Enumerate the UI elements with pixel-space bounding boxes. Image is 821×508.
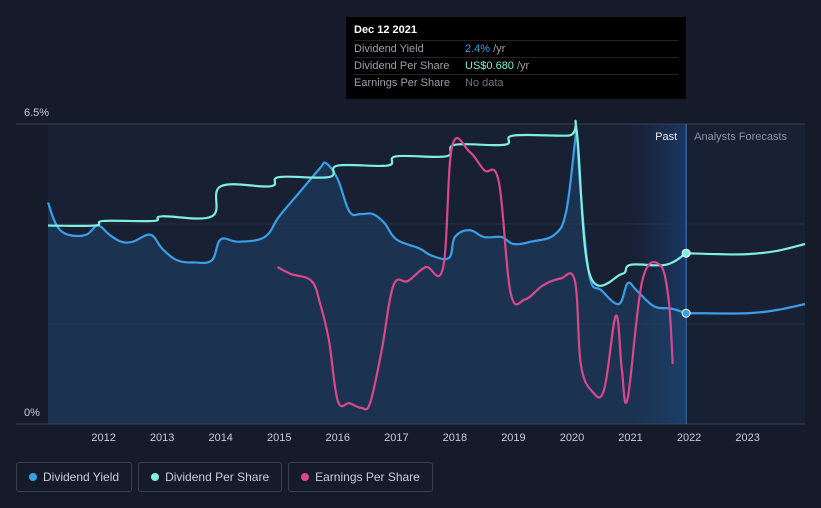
plot-area (48, 124, 805, 424)
tooltip-row-dividend-yield: Dividend Yield 2.4% /yr (354, 40, 678, 57)
legend-dot-icon (301, 473, 310, 481)
x-tick-label: 2012 (91, 432, 115, 444)
x-tick-label: 2013 (150, 432, 174, 444)
series-lines (46, 119, 806, 411)
legend-item-earnings-per-share[interactable]: Earnings Per Share (288, 462, 433, 492)
x-tick-label: 2014 (208, 432, 232, 444)
x-tick-label: 2023 (735, 432, 759, 444)
forecast-region-label: Analysts Forecasts (694, 131, 787, 143)
dividend-per-share-line (47, 119, 687, 287)
dividend-per-share-marker (681, 248, 691, 258)
x-tick-label: 2016 (326, 432, 350, 444)
tooltip: Dec 12 2021 Dividend Yield 2.4% /yr Divi… (346, 17, 686, 99)
grid-lines (16, 123, 805, 425)
legend-item-dividend-per-share[interactable]: Dividend Per Share (138, 462, 283, 492)
legend-label: Dividend Yield (43, 470, 120, 484)
series-markers (681, 248, 691, 318)
legend-item-dividend-yield[interactable]: Dividend Yield (16, 462, 133, 492)
legend: Dividend Yield Dividend Per Share Earnin… (16, 462, 433, 492)
x-tick-label: 2017 (384, 432, 408, 444)
tooltip-label: Dividend Yield (354, 43, 424, 55)
tooltip-row-dividend-per-share: Dividend Per Share US$0.680 /yr (354, 57, 678, 74)
x-tick-label: 2021 (618, 432, 642, 444)
x-tick-label: 2018 (443, 432, 467, 444)
x-tick-label: 2019 (501, 432, 525, 444)
dividend-yield-area (48, 126, 687, 425)
x-tick-label: 2022 (677, 432, 701, 444)
tooltip-row-earnings-per-share: Earnings Per Share No data (354, 74, 678, 91)
dividend-yield-area-fill (48, 126, 687, 425)
x-tick-label: 2015 (267, 432, 291, 444)
past-region-label: Past (655, 131, 677, 143)
legend-dot-icon (29, 473, 37, 481)
tooltip-value: 2.4% (465, 43, 491, 55)
dividend-per-share-line-forecast (686, 242, 806, 256)
tooltip-value: US$0.680 (465, 60, 514, 72)
x-tick-label: 2020 (560, 432, 584, 444)
legend-label: Dividend Per Share (165, 470, 270, 484)
past-highlight-band (627, 124, 687, 424)
tooltip-label: Earnings Per Share (354, 77, 450, 89)
y-axis-top-label: 6.5% (24, 107, 49, 119)
tooltip-label: Dividend Per Share (354, 60, 450, 72)
legend-dot-icon (151, 473, 160, 481)
tooltip-unit: /yr (493, 43, 506, 55)
dividend-yield-line-forecast (686, 302, 806, 315)
tooltip-value: No data (465, 77, 504, 89)
tooltip-unit: /yr (516, 60, 530, 72)
dividend-yield-marker (681, 308, 691, 318)
x-axis-ticks: 2012 2013 2014 2015 2016 2017 2018 2019 2020 2021… (91, 432, 759, 444)
legend-label: Earnings Per Share (315, 470, 420, 484)
y-axis-bottom-label: 0% (24, 407, 40, 419)
tooltip-date: Dec 12 2021 (354, 24, 417, 36)
earnings-per-share-line (276, 137, 674, 411)
